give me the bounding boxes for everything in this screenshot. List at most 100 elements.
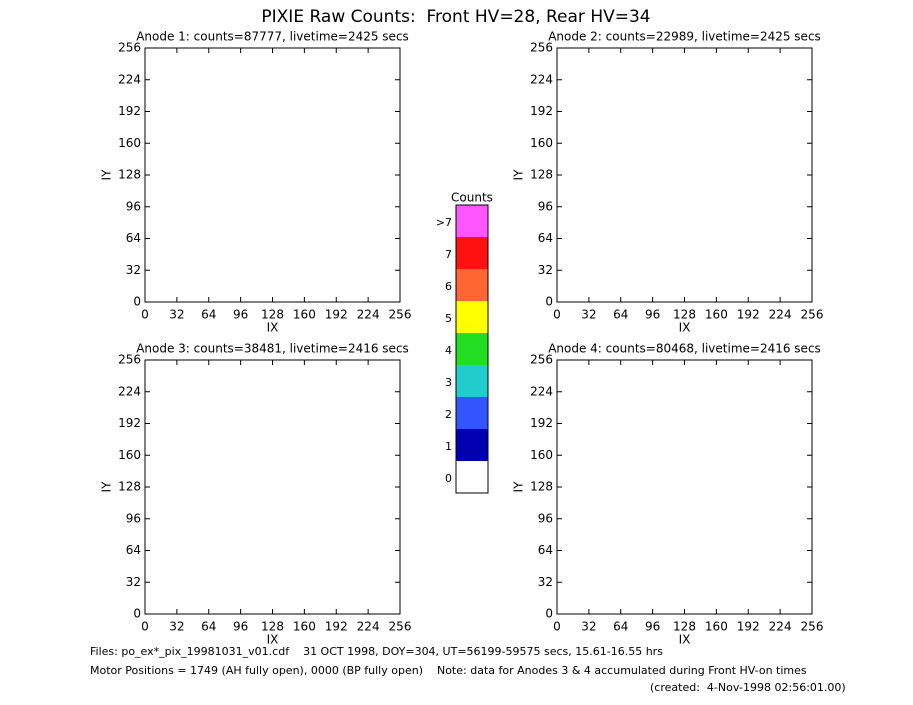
y-tick-label: 160 [530, 136, 553, 150]
y-tick-label: 128 [118, 168, 141, 182]
x-tick-label: 256 [389, 620, 412, 634]
y-tick-label: 32 [538, 575, 553, 589]
x-tick-label: 160 [705, 308, 728, 322]
y-tick-label: 0 [545, 295, 553, 309]
y-tick-label: 96 [538, 511, 553, 525]
y-tick-label: 192 [530, 416, 553, 430]
color-swatch [456, 333, 488, 365]
x-tick-label: 160 [705, 620, 728, 634]
y-axis-label: IY [100, 169, 114, 181]
y-tick-label: 0 [133, 295, 141, 309]
x-tick-label: 256 [801, 620, 824, 634]
colorbar-label: 1 [445, 440, 452, 453]
colorbar-title: Counts [451, 191, 493, 205]
colorbar-label: 5 [445, 312, 452, 325]
x-tick-label: 96 [233, 620, 248, 634]
x-axis-label: IX [267, 321, 279, 335]
y-tick-label: 32 [126, 575, 141, 589]
x-tick-label: 192 [737, 620, 760, 634]
x-tick-label: 256 [801, 308, 824, 322]
y-tick-label: 160 [118, 136, 141, 150]
x-tick-label: 96 [645, 308, 660, 322]
color-swatch [456, 237, 488, 269]
footer-line: Motor Positions = 1749 (AH fully open), … [90, 664, 807, 677]
y-tick-label: 224 [118, 384, 141, 398]
page-title: PIXIE Raw Counts: Front HV=28, Rear HV=3… [261, 7, 650, 27]
y-tick-label: 224 [530, 72, 553, 86]
x-tick-label: 224 [357, 308, 380, 322]
y-tick-label: 32 [126, 263, 141, 277]
footer-line: (created: 4-Nov-1998 02:56:01.00) [650, 681, 846, 694]
colorbar-frame [455, 204, 489, 494]
x-tick-label: 192 [325, 308, 348, 322]
y-tick-label: 192 [530, 104, 553, 118]
x-tick-label: 96 [645, 620, 660, 634]
y-tick-label: 160 [530, 448, 553, 462]
y-axis-label: IY [512, 481, 526, 493]
x-tick-label: 0 [141, 308, 149, 322]
x-tick-label: 256 [389, 308, 412, 322]
colorbar-label: 2 [445, 408, 452, 421]
y-tick-label: 64 [538, 231, 553, 245]
x-tick-label: 0 [141, 620, 149, 634]
x-axis-label: IX [679, 321, 691, 335]
color-swatch [456, 301, 488, 333]
x-tick-label: 192 [325, 620, 348, 634]
colorbar-label: 3 [445, 376, 452, 389]
plot-frame [556, 359, 813, 615]
y-tick-label: 224 [118, 72, 141, 86]
x-tick-label: 64 [201, 620, 216, 634]
y-tick-label: 0 [545, 607, 553, 621]
x-tick-label: 32 [169, 308, 184, 322]
x-tick-label: 160 [293, 308, 316, 322]
plot-frame [144, 359, 401, 615]
y-tick-label: 128 [530, 168, 553, 182]
y-tick-label: 256 [530, 41, 553, 55]
y-tick-label: 256 [118, 41, 141, 55]
y-tick-label: 96 [538, 199, 553, 213]
x-tick-label: 128 [673, 308, 696, 322]
y-tick-label: 128 [118, 480, 141, 494]
y-tick-label: 64 [126, 231, 141, 245]
y-tick-label: 192 [118, 416, 141, 430]
x-tick-label: 64 [201, 308, 216, 322]
panel-title: Anode 1: counts=87777, livetime=2425 sec… [136, 30, 409, 44]
y-tick-label: 64 [538, 543, 553, 557]
x-tick-label: 128 [261, 308, 284, 322]
y-tick-label: 96 [126, 199, 141, 213]
x-tick-label: 96 [233, 308, 248, 322]
y-tick-label: 256 [530, 353, 553, 367]
colorbar-label: >7 [436, 216, 452, 229]
x-axis-label: IX [267, 633, 279, 647]
plot-frame [144, 47, 401, 303]
panel-title: Anode 2: counts=22989, livetime=2425 sec… [548, 30, 821, 44]
x-tick-label: 32 [169, 620, 184, 634]
color-swatch [456, 365, 488, 397]
x-tick-label: 128 [261, 620, 284, 634]
y-tick-label: 224 [530, 384, 553, 398]
colorbar-label: 7 [445, 248, 452, 261]
x-tick-label: 32 [581, 308, 596, 322]
color-swatch [456, 269, 488, 301]
x-tick-label: 224 [357, 620, 380, 634]
panel-title: Anode 3: counts=38481, livetime=2416 sec… [136, 342, 409, 356]
color-swatch [456, 397, 488, 429]
colorbar-label: 0 [445, 472, 452, 485]
colorbar-label: 6 [445, 280, 452, 293]
color-swatch [456, 429, 488, 461]
color-swatch [456, 205, 488, 237]
y-tick-label: 128 [530, 480, 553, 494]
panel-title: Anode 4: counts=80468, livetime=2416 sec… [548, 342, 821, 356]
x-tick-label: 224 [769, 308, 792, 322]
x-tick-label: 64 [613, 620, 628, 634]
x-tick-label: 64 [613, 308, 628, 322]
x-tick-label: 192 [737, 308, 760, 322]
x-tick-label: 32 [581, 620, 596, 634]
x-axis-label: IX [679, 633, 691, 647]
y-tick-label: 0 [133, 607, 141, 621]
y-axis-label: IY [512, 169, 526, 181]
plot-frame [556, 47, 813, 303]
x-tick-label: 160 [293, 620, 316, 634]
y-tick-label: 64 [126, 543, 141, 557]
